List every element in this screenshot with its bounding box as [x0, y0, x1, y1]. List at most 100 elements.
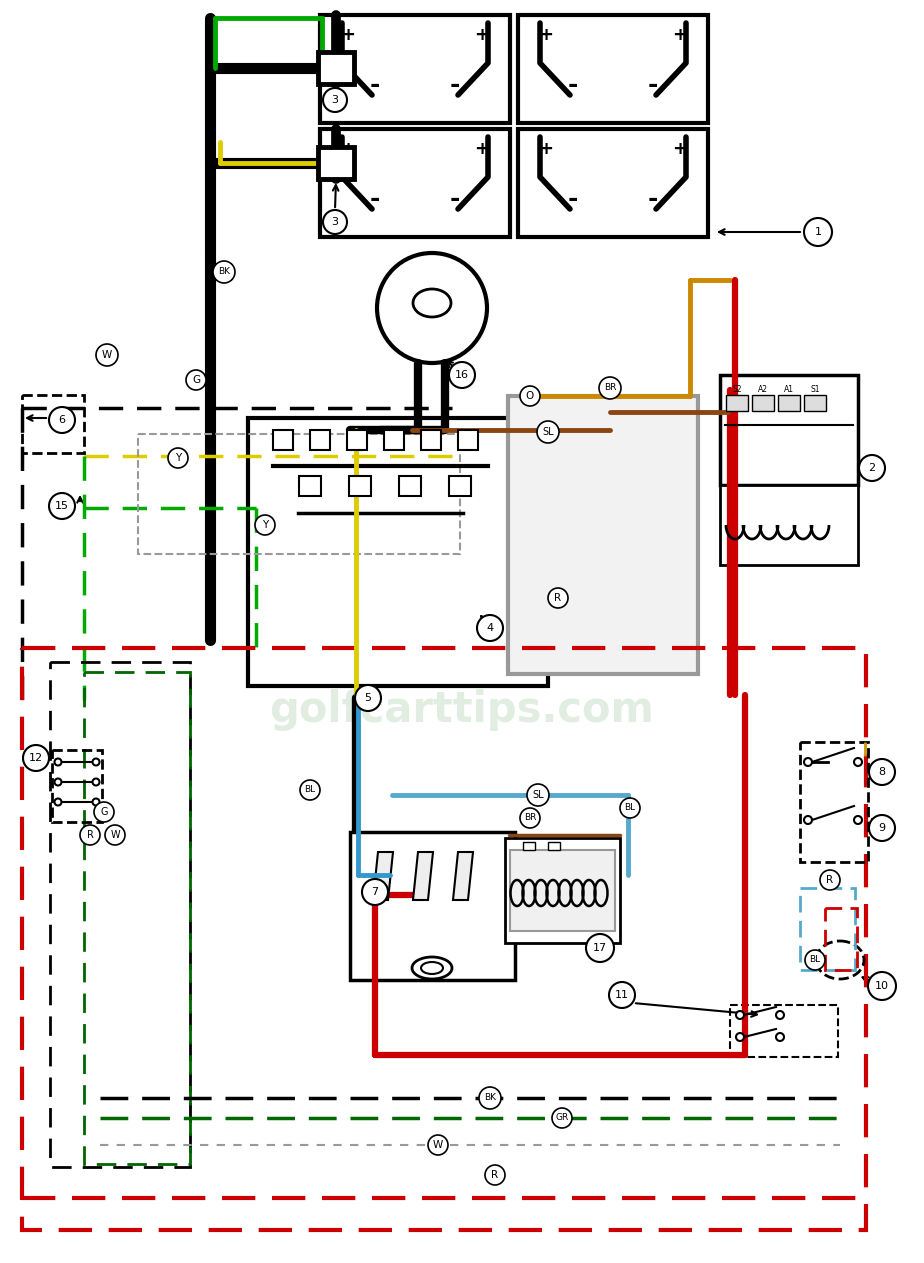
Ellipse shape — [816, 941, 864, 979]
Polygon shape — [453, 853, 473, 901]
Bar — [138, 434, 460, 554]
Text: BR: BR — [603, 384, 616, 393]
Circle shape — [355, 685, 381, 711]
Circle shape — [105, 825, 125, 845]
Text: G: G — [100, 807, 108, 817]
Circle shape — [736, 1010, 744, 1019]
Text: BR: BR — [524, 813, 536, 822]
Circle shape — [49, 493, 75, 519]
Text: R: R — [492, 1170, 499, 1180]
Circle shape — [428, 1135, 448, 1154]
Circle shape — [804, 758, 812, 765]
Text: +: + — [673, 27, 687, 44]
Bar — [248, 418, 548, 686]
Text: BL: BL — [809, 956, 821, 965]
Bar — [384, 429, 404, 450]
Text: 12: 12 — [29, 753, 43, 763]
Bar — [50, 662, 190, 1167]
Text: 15: 15 — [55, 501, 69, 512]
Text: R: R — [87, 830, 93, 840]
Ellipse shape — [413, 289, 451, 317]
Text: W: W — [110, 830, 120, 840]
Circle shape — [213, 261, 235, 283]
Bar — [510, 850, 615, 931]
Text: +: + — [539, 27, 553, 44]
Text: 17: 17 — [593, 943, 607, 954]
Text: 5: 5 — [364, 693, 371, 703]
Circle shape — [94, 802, 114, 822]
Text: 3: 3 — [332, 95, 338, 105]
Bar — [752, 395, 774, 410]
Bar — [318, 147, 354, 179]
Bar — [52, 750, 102, 822]
Circle shape — [485, 1164, 505, 1185]
Circle shape — [868, 973, 896, 1000]
Text: 9: 9 — [879, 823, 885, 834]
Text: golfcarttips.com: golfcarttips.com — [270, 690, 654, 731]
Bar — [804, 395, 826, 410]
Text: W: W — [432, 1140, 444, 1151]
Text: -: - — [450, 187, 460, 211]
Polygon shape — [373, 853, 393, 901]
Bar — [347, 429, 367, 450]
Circle shape — [776, 1010, 784, 1019]
Circle shape — [586, 935, 614, 962]
Circle shape — [80, 825, 100, 845]
Bar — [320, 15, 510, 123]
Circle shape — [186, 370, 206, 390]
Circle shape — [55, 798, 62, 806]
Circle shape — [92, 798, 100, 806]
Bar — [523, 842, 535, 850]
Circle shape — [92, 778, 100, 786]
Bar — [518, 129, 708, 237]
Text: S2: S2 — [732, 384, 742, 394]
Text: A1: A1 — [784, 384, 794, 394]
Circle shape — [609, 983, 635, 1008]
Circle shape — [854, 758, 862, 765]
Circle shape — [527, 784, 549, 806]
Ellipse shape — [412, 957, 452, 979]
Text: Y: Y — [261, 520, 268, 530]
Text: 4: 4 — [486, 623, 493, 633]
Bar — [84, 672, 190, 1164]
Text: -: - — [648, 73, 658, 97]
Bar — [800, 888, 855, 970]
Text: O: O — [526, 392, 534, 400]
Text: -: - — [370, 187, 380, 211]
Circle shape — [362, 879, 388, 906]
Text: -: - — [648, 187, 658, 211]
Circle shape — [520, 386, 540, 405]
Circle shape — [820, 870, 840, 890]
Text: +: + — [341, 27, 356, 44]
Circle shape — [449, 362, 475, 388]
Circle shape — [804, 816, 812, 823]
Bar — [730, 1005, 838, 1057]
Circle shape — [96, 344, 118, 366]
Circle shape — [55, 778, 62, 786]
Circle shape — [537, 421, 559, 443]
Text: Y: Y — [175, 453, 181, 464]
Text: 6: 6 — [58, 416, 66, 426]
Text: 10: 10 — [875, 981, 889, 991]
Bar — [778, 395, 800, 410]
Circle shape — [736, 1033, 744, 1041]
Bar — [310, 429, 330, 450]
Bar — [22, 395, 84, 453]
Circle shape — [620, 798, 640, 818]
Text: 2: 2 — [869, 464, 876, 474]
Text: BL: BL — [304, 786, 316, 794]
Text: -: - — [568, 73, 578, 97]
Circle shape — [477, 615, 503, 642]
Bar — [320, 129, 510, 237]
Text: -: - — [450, 73, 460, 97]
Bar — [399, 476, 421, 496]
Circle shape — [23, 745, 49, 770]
Text: W: W — [102, 350, 112, 360]
Circle shape — [859, 455, 885, 481]
Text: -: - — [370, 73, 380, 97]
Bar — [458, 429, 478, 450]
Circle shape — [548, 589, 568, 608]
Circle shape — [854, 816, 862, 823]
Text: 1: 1 — [814, 227, 821, 237]
Bar — [505, 837, 620, 943]
